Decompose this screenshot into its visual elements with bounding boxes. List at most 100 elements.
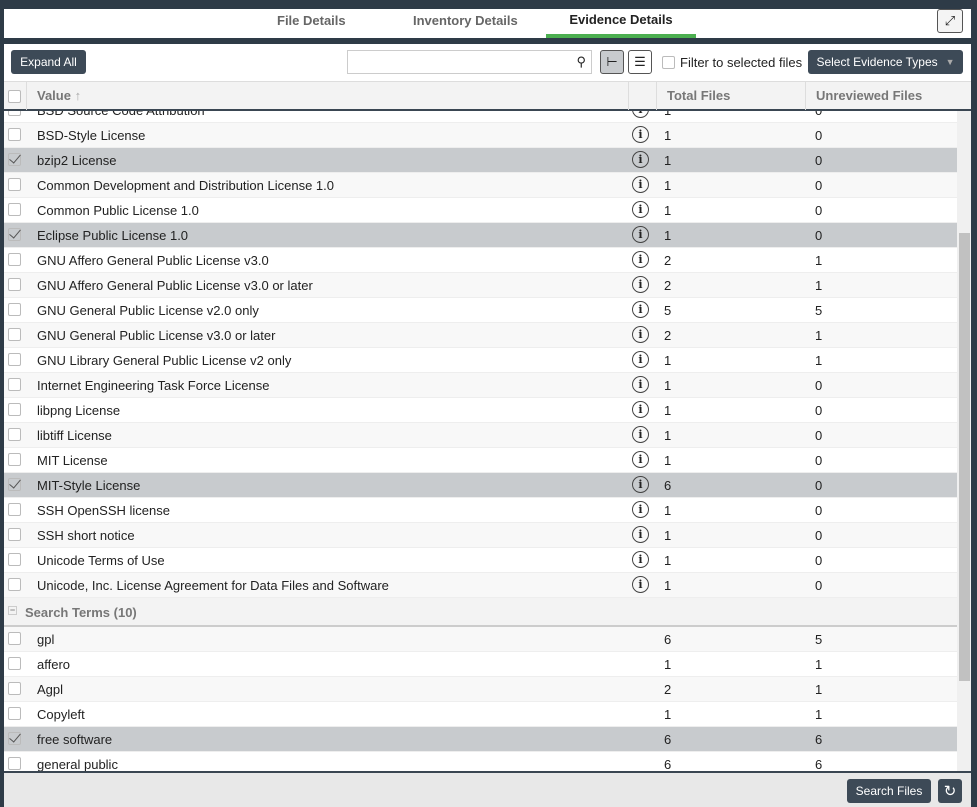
table-row[interactable]: libpng License i 1 0 xyxy=(4,398,957,423)
table-row[interactable]: bzip2 License i 1 0 xyxy=(4,148,957,173)
row-checkbox[interactable] xyxy=(8,303,21,316)
info-icon[interactable]: i xyxy=(632,376,649,393)
tab-evidence-details[interactable]: Evidence Details xyxy=(546,12,696,38)
row-checkbox[interactable] xyxy=(8,553,21,566)
tab-file-details[interactable]: File Details xyxy=(277,13,346,28)
row-checkbox[interactable] xyxy=(8,453,21,466)
info-icon[interactable]: i xyxy=(632,426,649,443)
tab-inventory-details[interactable]: Inventory Details xyxy=(413,13,518,28)
info-icon[interactable]: i xyxy=(632,451,649,468)
table-row[interactable]: Common Development and Distribution Lice… xyxy=(4,173,957,198)
info-icon[interactable]: i xyxy=(632,526,649,543)
table-row[interactable]: BSD Source Code Attribution i 1 0 xyxy=(4,111,957,123)
table-row[interactable]: Eclipse Public License 1.0 i 1 0 xyxy=(4,223,957,248)
row-checkbox[interactable] xyxy=(8,128,21,141)
table-row[interactable]: Unicode Terms of Use i 1 0 xyxy=(4,548,957,573)
table-row[interactable]: GNU Affero General Public License v3.0 o… xyxy=(4,273,957,298)
row-checkbox[interactable] xyxy=(8,632,21,645)
info-icon[interactable]: i xyxy=(632,126,649,143)
row-unreviewed-files: 0 xyxy=(815,453,823,468)
row-value: GNU Affero General Public License v3.0 o… xyxy=(37,278,313,293)
row-checkbox[interactable] xyxy=(8,657,21,670)
row-checkbox[interactable] xyxy=(8,707,21,720)
table-row[interactable]: general public 6 6 xyxy=(4,752,957,771)
row-checkbox[interactable] xyxy=(8,253,21,266)
list-view-button[interactable]: ☰ xyxy=(628,50,652,74)
table-row[interactable]: Internet Engineering Task Force License … xyxy=(4,373,957,398)
column-value[interactable]: Value ↑ xyxy=(26,82,628,110)
table-row[interactable]: GNU General Public License v3.0 or later… xyxy=(4,323,957,348)
info-icon[interactable]: i xyxy=(632,276,649,293)
row-checkbox[interactable] xyxy=(8,378,21,391)
info-icon[interactable]: i xyxy=(632,301,649,318)
maximize-button[interactable]: ⤢ xyxy=(937,9,963,33)
info-icon[interactable]: i xyxy=(632,401,649,418)
table-row[interactable]: Copyleft 1 1 xyxy=(4,702,957,727)
search-input[interactable]: ⚲ xyxy=(347,50,592,74)
row-checkbox[interactable] xyxy=(8,428,21,441)
tree-view-button[interactable]: ⊢ xyxy=(600,50,624,74)
table-row[interactable]: affero 1 1 xyxy=(4,652,957,677)
row-checkbox[interactable] xyxy=(8,353,21,366)
table-row[interactable]: SSH short notice i 1 0 xyxy=(4,523,957,548)
table-row[interactable]: MIT License i 1 0 xyxy=(4,448,957,473)
info-icon[interactable]: i xyxy=(632,576,649,593)
row-total-files: 2 xyxy=(664,278,672,293)
table-row[interactable]: MIT-Style License i 6 0 xyxy=(4,473,957,498)
row-checkbox[interactable] xyxy=(8,111,21,116)
info-icon[interactable]: i xyxy=(632,201,649,218)
table-row[interactable]: Unicode, Inc. License Agreement for Data… xyxy=(4,573,957,598)
row-checkbox[interactable] xyxy=(8,203,21,216)
table-row[interactable]: libtiff License i 1 0 xyxy=(4,423,957,448)
row-unreviewed-files: 5 xyxy=(815,303,823,318)
search-files-button[interactable]: Search Files xyxy=(847,779,931,803)
row-checkbox[interactable] xyxy=(8,403,21,416)
row-checkbox[interactable] xyxy=(8,478,21,491)
table-row[interactable]: gpl 6 5 xyxy=(4,627,957,652)
table-row[interactable]: BSD-Style License i 1 0 xyxy=(4,123,957,148)
row-checkbox[interactable] xyxy=(8,153,21,166)
column-total-files[interactable]: Total Files xyxy=(656,82,805,110)
scrollbar[interactable] xyxy=(957,111,971,771)
refresh-button[interactable]: ↻ xyxy=(938,779,962,803)
filter-selected-label[interactable]: Filter to selected files xyxy=(680,55,803,70)
group-search-terms[interactable]: − Search Terms (10) xyxy=(4,598,957,627)
select-evidence-types-dropdown[interactable]: Select Evidence Types ▼ xyxy=(808,50,963,74)
table-row[interactable]: SSH OpenSSH license i 1 0 xyxy=(4,498,957,523)
info-icon[interactable]: i xyxy=(632,251,649,268)
collapse-icon[interactable]: − xyxy=(8,605,17,615)
select-all-checkbox[interactable] xyxy=(8,90,21,103)
table-row[interactable]: Agpl 2 1 xyxy=(4,677,957,702)
info-icon[interactable]: i xyxy=(632,326,649,343)
filter-selected-checkbox[interactable] xyxy=(662,56,675,69)
table-row[interactable]: Common Public License 1.0 i 1 0 xyxy=(4,198,957,223)
row-checkbox[interactable] xyxy=(8,328,21,341)
info-icon[interactable]: i xyxy=(632,111,649,118)
table-row[interactable]: GNU Library General Public License v2 on… xyxy=(4,348,957,373)
row-unreviewed-files: 6 xyxy=(815,732,823,747)
scrollbar-thumb[interactable] xyxy=(959,233,970,681)
row-checkbox[interactable] xyxy=(8,528,21,541)
table-row[interactable]: free software 6 6 xyxy=(4,727,957,752)
table-row[interactable]: GNU Affero General Public License v3.0 i… xyxy=(4,248,957,273)
row-checkbox[interactable] xyxy=(8,228,21,241)
info-icon[interactable]: i xyxy=(632,151,649,168)
row-checkbox[interactable] xyxy=(8,278,21,291)
row-checkbox[interactable] xyxy=(8,732,21,745)
search-icon[interactable]: ⚲ xyxy=(576,54,586,69)
row-checkbox[interactable] xyxy=(8,578,21,591)
info-icon[interactable]: i xyxy=(632,551,649,568)
row-total-files: 1 xyxy=(664,353,672,368)
row-checkbox[interactable] xyxy=(8,757,21,770)
row-checkbox[interactable] xyxy=(8,682,21,695)
info-icon[interactable]: i xyxy=(632,351,649,368)
expand-all-button[interactable]: Expand All xyxy=(11,50,86,74)
row-checkbox[interactable] xyxy=(8,503,21,516)
table-row[interactable]: GNU General Public License v2.0 only i 5… xyxy=(4,298,957,323)
info-icon[interactable]: i xyxy=(632,226,649,243)
column-unreviewed-files[interactable]: Unreviewed Files xyxy=(805,82,971,110)
info-icon[interactable]: i xyxy=(632,176,649,193)
row-checkbox[interactable] xyxy=(8,178,21,191)
info-icon[interactable]: i xyxy=(632,476,649,493)
info-icon[interactable]: i xyxy=(632,501,649,518)
